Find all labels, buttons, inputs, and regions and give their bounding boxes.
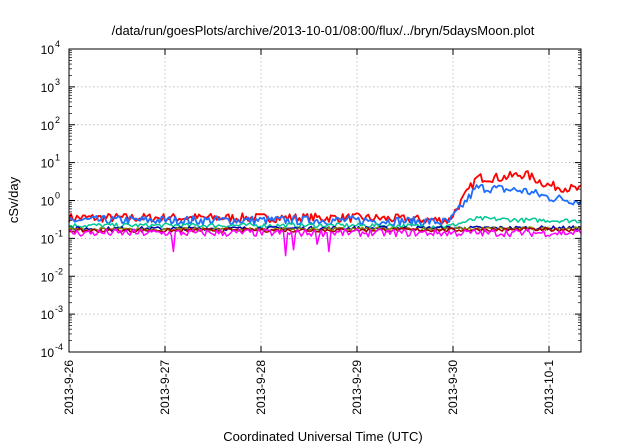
y-tick-label: 10 (41, 308, 55, 322)
y-tick-exponent: -3 (55, 304, 63, 314)
y-tick-exponent: 0 (55, 191, 60, 201)
y-tick-exponent: -1 (55, 228, 63, 238)
x-tick-label: 2013-10-1 (542, 360, 556, 415)
y-tick-label: 10 (41, 157, 55, 171)
y-tick-exponent: 4 (55, 39, 60, 49)
y-tick-label: 10 (41, 232, 55, 246)
x-tick-label: 2013-9-30 (446, 360, 460, 415)
y-tick-label: 10 (41, 270, 55, 284)
y-axis-label: cSv/day (6, 176, 21, 223)
series-group (68, 170, 582, 257)
y-tick-exponent: 3 (55, 77, 60, 87)
x-tick-label: 2013-9-29 (350, 360, 364, 415)
series-line-3 (68, 215, 582, 229)
series-line-7 (69, 228, 582, 257)
y-tick-label: 10 (41, 346, 55, 360)
x-tick-label: 2013-9-28 (254, 360, 268, 415)
series-line-2 (68, 183, 582, 227)
y-tick-label: 10 (41, 119, 55, 133)
y-tick-exponent: 1 (55, 153, 60, 163)
y-tick-exponent: -4 (55, 342, 63, 352)
grid (68, 49, 581, 352)
series-line-1 (68, 170, 582, 226)
y-tick-exponent: 2 (55, 115, 60, 125)
x-tick-label: 2013-9-27 (158, 360, 172, 415)
x-axis: 2013-9-26 2013-9-27 2013-9-28 2013-9-29 2013… (62, 49, 556, 415)
y-tick-exponent: -2 (55, 266, 63, 276)
x-tick-label: 2013-9-26 (62, 360, 76, 415)
y-tick-label: 10 (41, 81, 55, 95)
y-tick-label: 10 (41, 195, 55, 209)
chart-title: /data/run/goesPlots/archive/2013-10-01/0… (112, 23, 535, 38)
x-axis-label: Coordinated Universal Time (UTC) (223, 429, 422, 444)
y-tick-label: 10 (41, 43, 55, 57)
